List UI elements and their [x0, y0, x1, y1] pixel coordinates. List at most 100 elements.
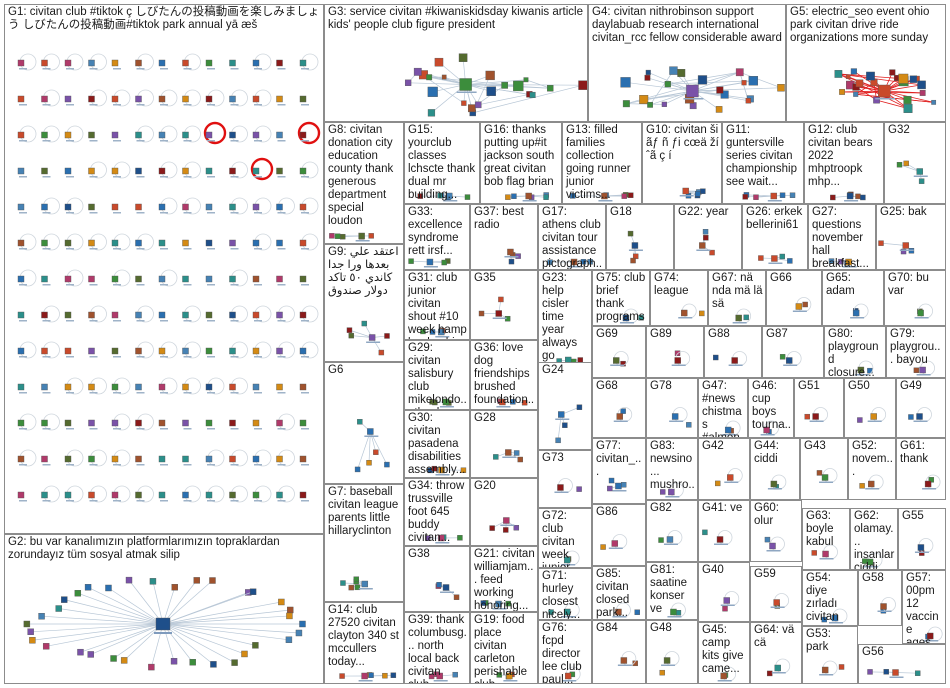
- group-graph-g1: [17, 53, 321, 503]
- node-label-mark: [877, 610, 892, 612]
- network-node: [608, 477, 615, 484]
- network-node: [182, 383, 189, 391]
- node-label-mark: [160, 68, 168, 70]
- group-graph-g55: [914, 538, 934, 556]
- network-node: [205, 59, 213, 67]
- group-panel-g39: G39: thank columbusg... north local back…: [404, 612, 470, 684]
- hub-node: [442, 584, 450, 591]
- group-panel-g48: G48: [646, 620, 698, 684]
- group-graph-g9: [346, 320, 390, 356]
- network-node: [135, 311, 142, 319]
- network-node: [158, 95, 166, 103]
- network-node: [420, 328, 426, 335]
- group-graph-g36: [496, 398, 528, 408]
- node-label-mark: [89, 68, 98, 70]
- network-node: [427, 86, 438, 97]
- group-graph-g86: [600, 534, 628, 550]
- group-panel-g12: G12: club civitan bears 2022 mhptroopk m…: [804, 122, 884, 204]
- group-graph-g70: [914, 303, 933, 319]
- node-label-mark: [504, 256, 519, 258]
- network-node: [42, 643, 50, 650]
- network-node: [480, 600, 487, 606]
- group-graph-g54: [821, 608, 848, 624]
- network-node: [276, 383, 283, 391]
- network-node: [276, 95, 283, 103]
- network-node: [64, 383, 72, 391]
- node-label-mark: [766, 550, 781, 552]
- group-label: G45: camp kits give came...: [702, 624, 747, 675]
- group-graph-g87: [779, 351, 802, 366]
- network-edge: [30, 623, 164, 633]
- group-label: G79: playgrou... bayou: [890, 328, 941, 366]
- node-label-mark: [277, 284, 286, 286]
- node-label-mark: [136, 284, 145, 286]
- network-node: [299, 383, 307, 391]
- network-node: [41, 347, 48, 355]
- hub-node: [795, 303, 803, 310]
- network-edge: [870, 671, 896, 673]
- node-label-mark: [714, 543, 729, 545]
- node-label-mark: [89, 104, 98, 106]
- group-label: G48: [650, 622, 672, 634]
- network-node: [816, 470, 823, 476]
- network-edge: [151, 623, 164, 668]
- hub-node: [682, 187, 689, 195]
- group-panel-g37: G37: best radio: [470, 204, 538, 270]
- network-node: [158, 131, 166, 139]
- network-node: [748, 76, 759, 86]
- network-node: [830, 194, 836, 201]
- network-node: [758, 255, 764, 261]
- hub-node: [426, 258, 434, 266]
- node-label-mark: [767, 200, 782, 202]
- node-label-mark: [136, 500, 145, 502]
- node-label-mark: [136, 320, 145, 322]
- node-label-mark: [160, 248, 168, 250]
- group-graph-g77: [607, 477, 627, 492]
- network-node: [896, 162, 903, 168]
- node-label-mark: [555, 418, 570, 420]
- network-edge: [643, 89, 720, 100]
- group-panel-g11: G11: guntersville series civitan champio…: [722, 122, 804, 204]
- network-node: [287, 606, 294, 614]
- group-graph-g53: [819, 660, 845, 676]
- network-node: [547, 85, 554, 92]
- hub-node: [812, 413, 819, 420]
- network-node: [17, 203, 25, 211]
- network-node: [889, 69, 896, 76]
- network-node: [576, 404, 583, 410]
- network-node: [368, 672, 374, 678]
- group-graph-g73: [554, 478, 582, 493]
- group-graph-g32: [896, 160, 928, 184]
- group-graph-g83: [659, 482, 684, 498]
- hub-node: [878, 84, 891, 98]
- group-label: G3: service civitan #kiwaniskidsday kiwa…: [328, 6, 587, 31]
- node-label-mark: [366, 341, 381, 343]
- hub-node: [866, 558, 874, 566]
- group-graph-g82: [658, 530, 683, 545]
- node-label-mark: [160, 176, 168, 178]
- network-node: [903, 103, 913, 113]
- group-label: G33: excellence syndrome rett irsf...: [408, 206, 466, 257]
- hub-node: [857, 366, 865, 374]
- group-panel-g60: G60: olur: [750, 500, 802, 562]
- node-label-mark: [301, 68, 309, 70]
- network-node: [489, 525, 495, 531]
- network-node: [276, 311, 283, 319]
- network-node: [580, 259, 587, 265]
- network-node: [105, 584, 112, 592]
- node-label-mark: [230, 212, 239, 214]
- group-graph-g51: [804, 407, 829, 422]
- hub-node: [774, 664, 781, 672]
- network-node: [340, 580, 346, 586]
- node-label-mark: [254, 392, 262, 394]
- node-label-mark: [19, 248, 27, 250]
- network-node: [286, 612, 293, 620]
- network-node: [424, 535, 431, 541]
- group-label: G76: fcpd director lee club paul...: [542, 622, 585, 684]
- network-node: [88, 383, 95, 391]
- network-node: [205, 203, 213, 211]
- network-node: [55, 605, 62, 612]
- network-node: [779, 192, 786, 198]
- group-panel-g77: G77: civitan_...: [592, 438, 646, 504]
- network-edge: [32, 623, 164, 641]
